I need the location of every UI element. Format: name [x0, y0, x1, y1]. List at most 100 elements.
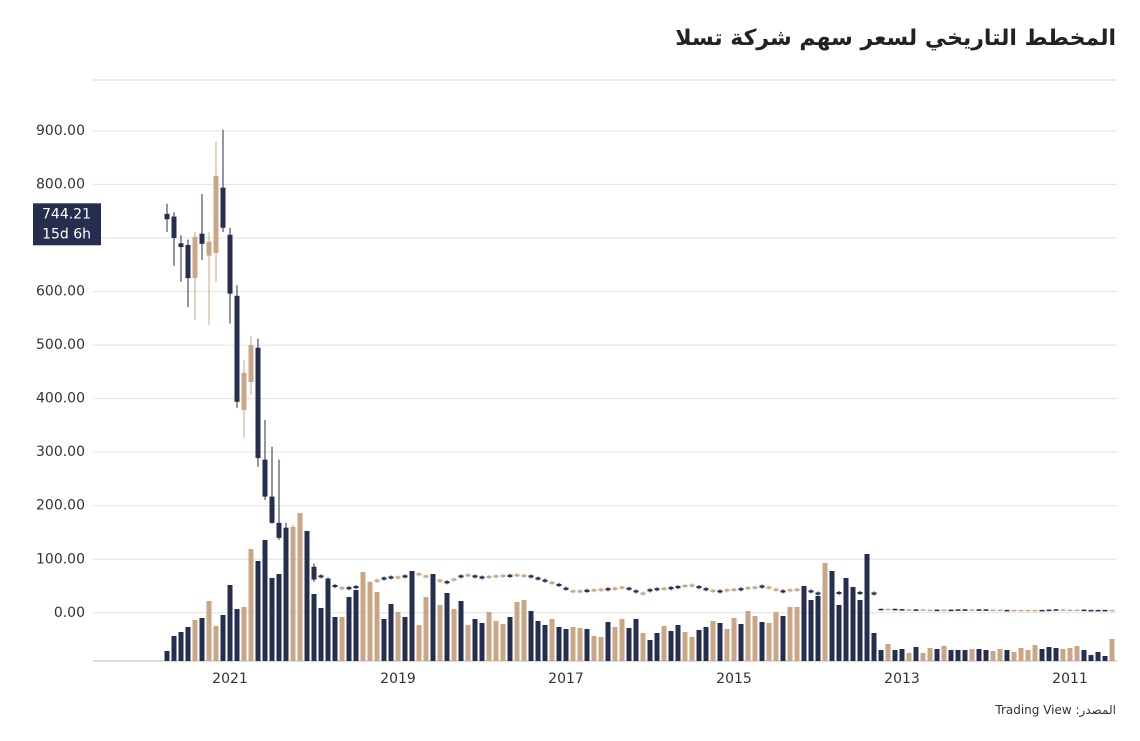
candle-body — [444, 581, 450, 584]
x-tick-label: 2013 — [884, 671, 920, 687]
volume-bar — [199, 618, 205, 661]
candle-body — [759, 585, 765, 588]
candle-body — [381, 577, 387, 580]
volume-bar — [304, 531, 310, 661]
candle-body — [878, 608, 884, 611]
volume-bar — [164, 651, 170, 661]
volume-bar — [633, 619, 639, 661]
volume-bar — [430, 574, 436, 661]
volume-bar — [689, 637, 695, 661]
volume-bar — [206, 601, 212, 661]
volume-bar — [402, 617, 408, 661]
candle-body — [1067, 609, 1073, 612]
candle-body — [815, 592, 821, 595]
candle-body — [934, 609, 940, 612]
candle-body — [339, 587, 345, 590]
volume-bar — [178, 632, 184, 661]
volume-bar — [885, 644, 891, 661]
volume-bar — [759, 622, 765, 661]
volume-bar — [675, 625, 681, 661]
volume-bar — [458, 601, 464, 661]
candle-body — [297, 548, 303, 560]
volume-bar — [843, 578, 849, 661]
volume-bar — [234, 609, 240, 661]
volume-bar — [1081, 650, 1087, 661]
price-tag-box — [33, 203, 101, 246]
volume-bar — [969, 649, 975, 661]
volume-bar — [801, 586, 807, 661]
volume-bar — [388, 604, 394, 661]
volume-bar — [794, 607, 800, 661]
candle-body — [787, 589, 793, 592]
candle-body — [430, 576, 436, 580]
candle-body — [220, 187, 226, 228]
volume-bar — [745, 611, 751, 661]
candle-body — [941, 609, 947, 612]
volume-bar — [983, 650, 989, 661]
volume-bar — [521, 600, 527, 661]
candle-body — [640, 592, 646, 595]
volume-bar — [766, 623, 772, 661]
candle-body — [899, 609, 905, 611]
candle-body — [178, 243, 184, 248]
volume-bar — [1102, 656, 1108, 661]
candle-body — [472, 575, 478, 578]
volume-bar — [451, 609, 457, 661]
candle-body — [192, 236, 198, 279]
volume-bar — [318, 608, 324, 661]
candle-body — [1060, 609, 1066, 611]
candle-body — [927, 609, 933, 612]
volume-bar — [822, 563, 828, 661]
candle-body — [794, 588, 800, 591]
volume-bar — [682, 632, 688, 661]
volume-bar — [514, 602, 520, 661]
candle-body — [682, 584, 688, 588]
volume-bar — [486, 612, 492, 661]
candle-body — [906, 609, 912, 611]
candle-body — [689, 584, 695, 587]
volume-bar — [948, 650, 954, 661]
volume-bar — [479, 623, 485, 661]
volume-bar — [542, 625, 548, 661]
volume-bar — [808, 600, 814, 661]
candle-body — [542, 579, 548, 582]
volume-bar — [976, 649, 982, 661]
volume-bar — [668, 631, 674, 661]
volume-bar — [276, 574, 282, 661]
candle-body — [920, 609, 926, 611]
volume-bar — [339, 617, 345, 661]
volume-bar — [248, 549, 254, 661]
volume-bar — [500, 624, 506, 661]
volume-bar — [423, 597, 429, 661]
volume-bar — [850, 587, 856, 661]
candle-body — [507, 574, 513, 577]
y-tick-label: 200.00 — [36, 498, 85, 514]
candle-body — [822, 595, 828, 598]
candle-body — [458, 575, 464, 578]
volume-bar — [1018, 648, 1024, 661]
candle-body — [1004, 609, 1010, 612]
candle-body — [577, 590, 583, 593]
candle-body — [486, 575, 492, 578]
y-tick-label: 500.00 — [36, 337, 85, 353]
candle-body — [241, 372, 247, 410]
volume-bar — [472, 619, 478, 661]
volume-bar — [640, 633, 646, 661]
candle-body — [318, 575, 324, 578]
x-tick-label: 2019 — [380, 671, 416, 687]
candle-body — [304, 556, 310, 565]
volume-bar — [367, 582, 373, 661]
candle-body — [675, 586, 681, 589]
candle-body — [731, 588, 737, 591]
candle-body — [353, 586, 359, 589]
y-tick-label: 900.00 — [36, 123, 85, 139]
candle-body — [388, 576, 394, 579]
candle-body — [367, 582, 373, 585]
candle-body — [185, 244, 191, 279]
x-tick-label: 2015 — [716, 671, 752, 687]
volume-bar — [465, 625, 471, 661]
candle-body — [892, 608, 898, 611]
volume-bar — [836, 605, 842, 661]
candle-body — [969, 609, 975, 611]
